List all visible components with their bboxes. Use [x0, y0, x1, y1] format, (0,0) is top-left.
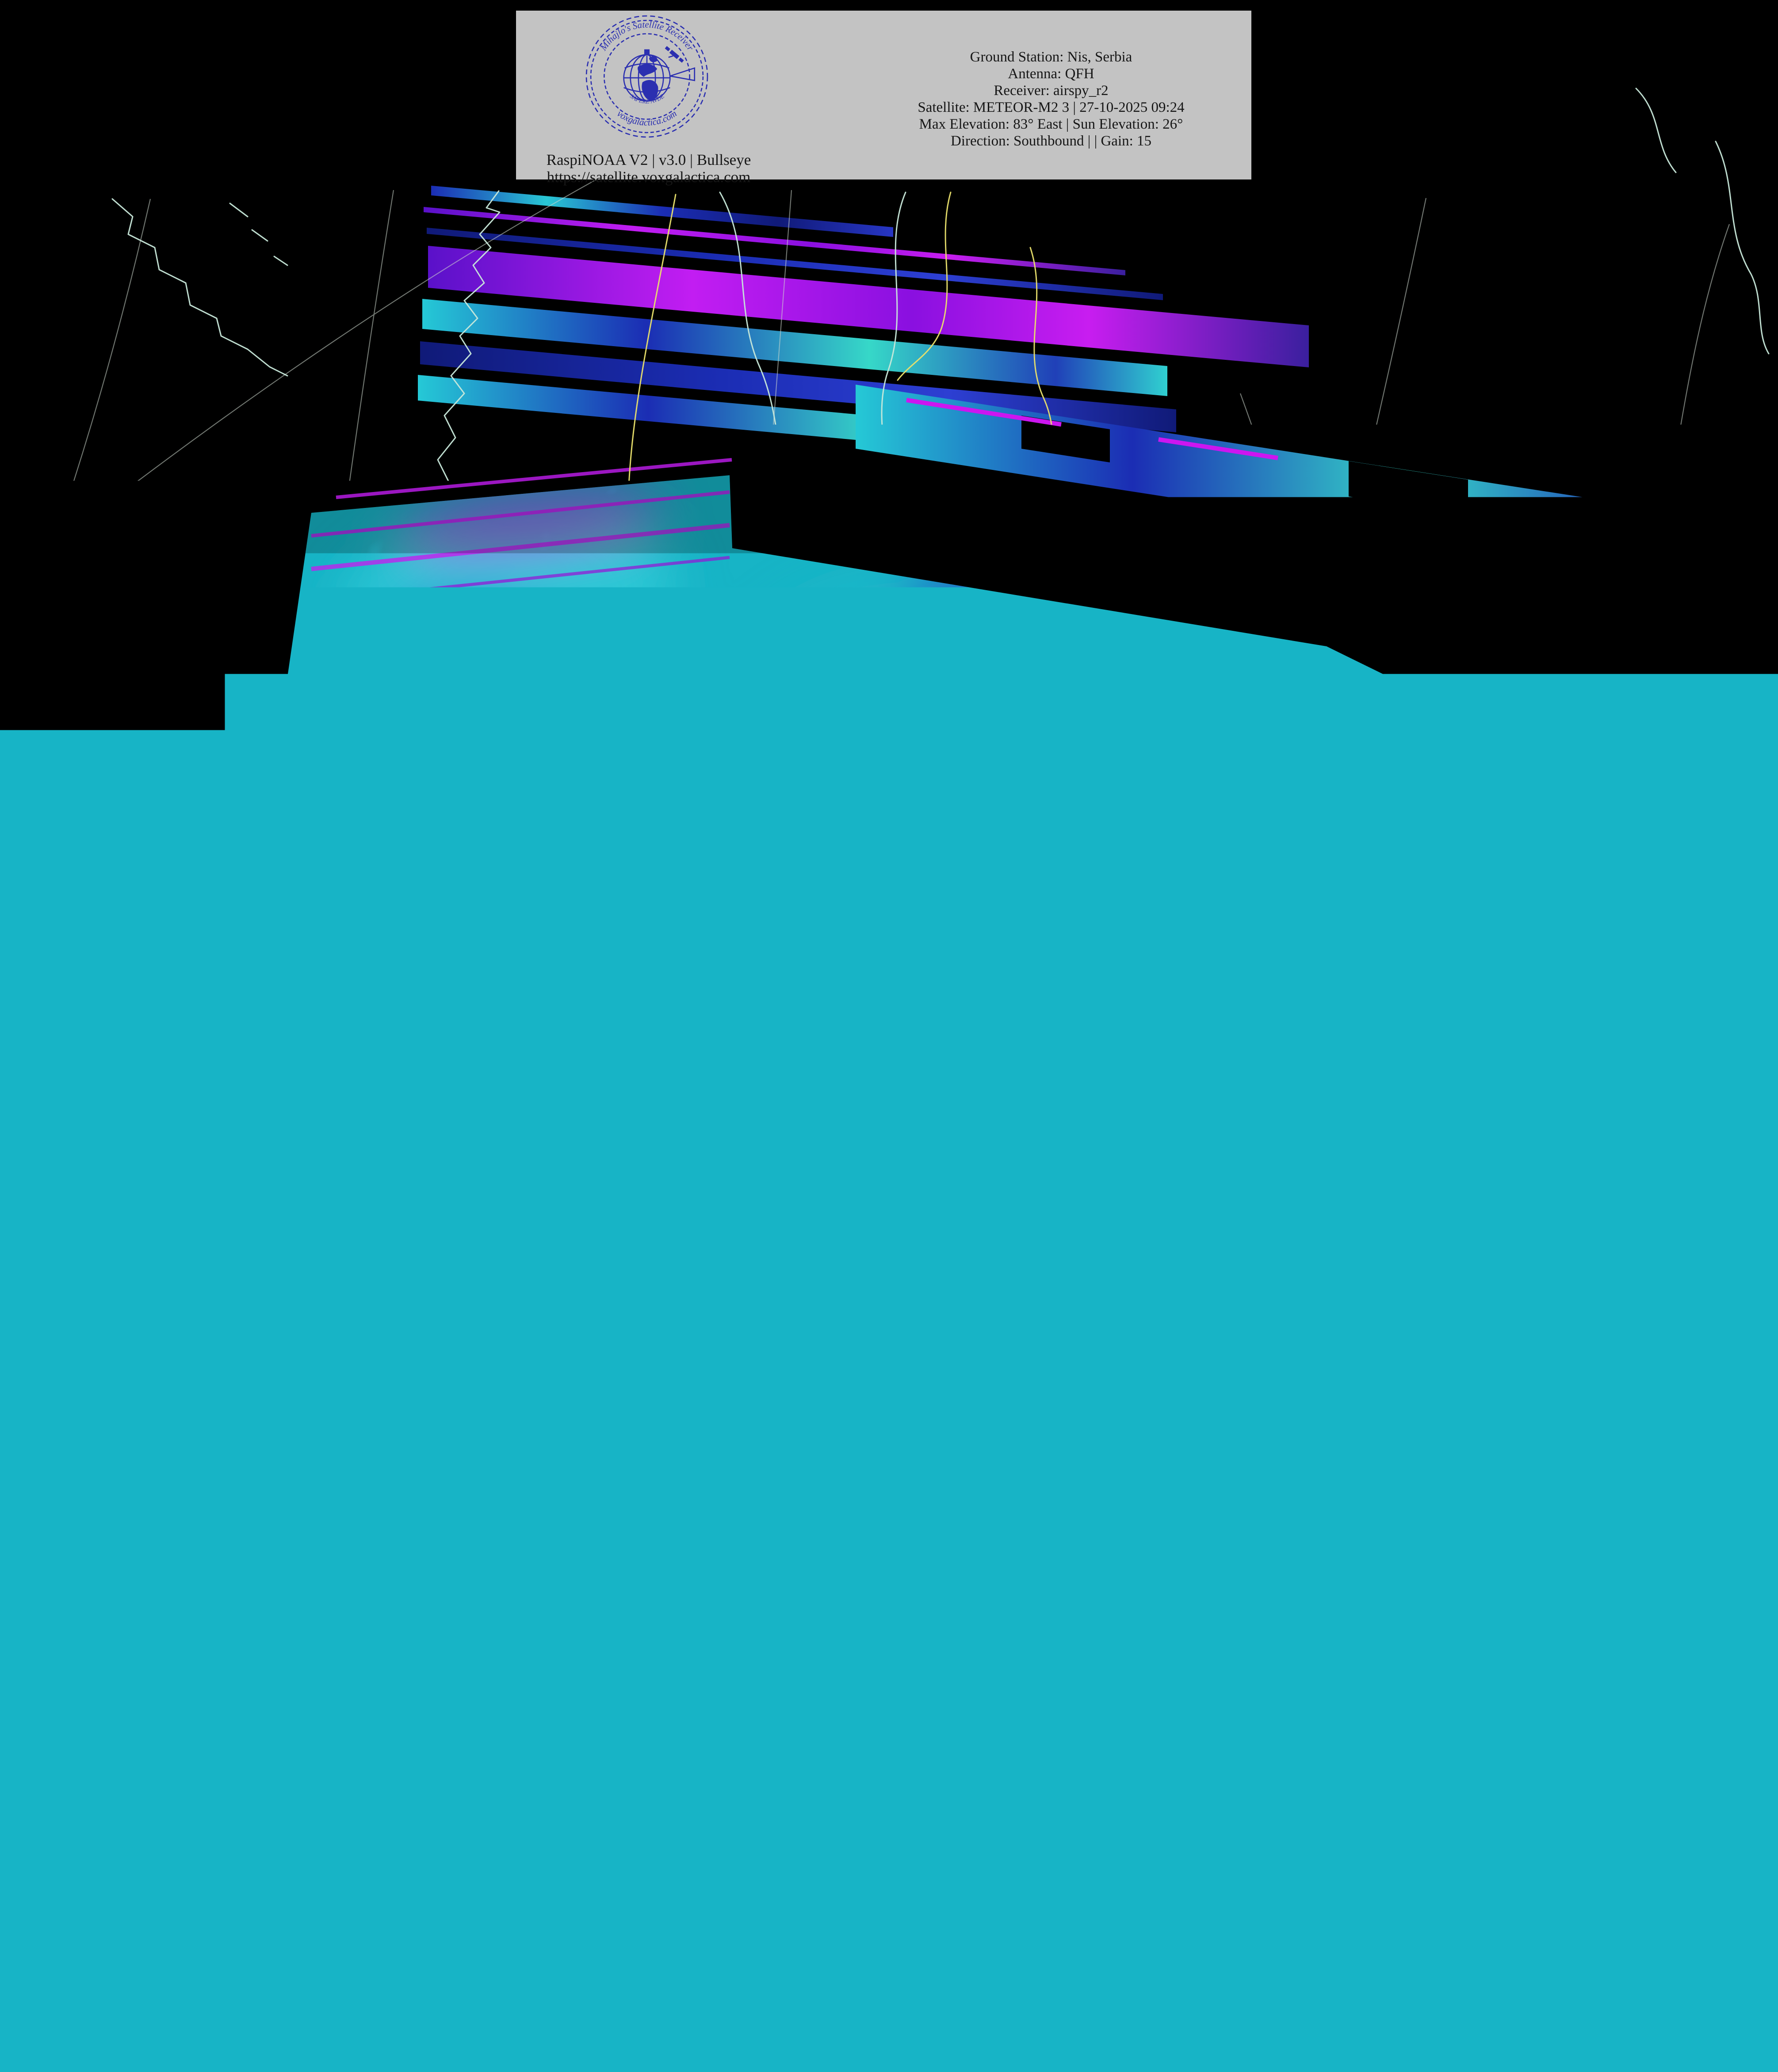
stamp-ring-text: Mihajlo's Satellite Receiver	[598, 20, 695, 53]
elevation-line: Max Elevation: 83° East | Sun Elevation:…	[843, 116, 1259, 133]
reception-info-panel: Mihajlo's Satellite Receiver voxgalactic…	[516, 11, 1251, 179]
app-version-line: RaspiNOAA V2 | v3.0 | Bullseye	[503, 151, 795, 168]
station-url: https://satellite.voxgalactica.com	[503, 168, 795, 186]
app-version-block: RaspiNOAA V2 | v3.0 | Bullseye https://s…	[503, 151, 795, 186]
voxgalactica-stamp-logo: Mihajlo's Satellite Receiver voxgalactic…	[582, 11, 711, 140]
ground-station-line: Ground Station: Nis, Serbia	[843, 49, 1259, 65]
reception-info-lines: Ground Station: Nis, Serbia Antenna: QFH…	[843, 49, 1259, 149]
satellite-reception-screen: Mihajlo's Satellite Receiver voxgalactic…	[0, 0, 1778, 2072]
beam-icon	[670, 68, 694, 80]
satellite-pass-line: Satellite: METEOR-M2 3 | 27-10-2025 09:2…	[843, 99, 1259, 116]
satellite-image-swath	[0, 186, 1778, 2072]
antenna-line: Antenna: QFH	[843, 65, 1259, 82]
stamp-bottom-text: voxgalactica.com	[615, 108, 679, 128]
receiver-line: Receiver: airspy_r2	[843, 82, 1259, 99]
direction-gain-line: Direction: Southbound | | Gain: 15	[843, 133, 1259, 149]
satellite-map-artwork	[0, 0, 1778, 2072]
